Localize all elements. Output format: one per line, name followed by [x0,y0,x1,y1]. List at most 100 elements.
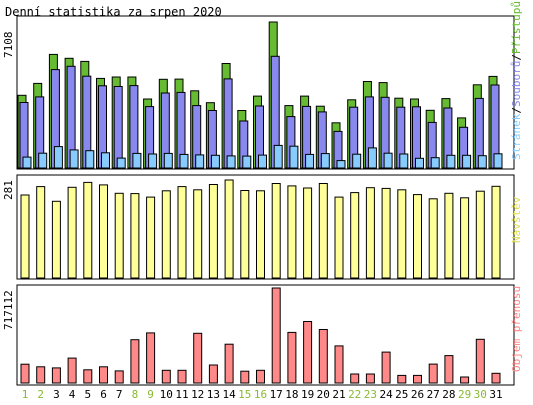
visits-bar-day-31 [491,185,501,279]
kbytes-bar-day-17 [271,287,281,384]
kbytes-bar-day-27 [428,363,438,384]
kbytes-bar-day-16 [256,369,265,384]
kbytes-bar-day-23 [365,373,375,384]
visits-bar-day-20 [318,183,328,279]
chart-title: Denní statistika za srpen 2020 [5,5,222,19]
visits-bar-day-15 [240,190,250,279]
pages-bar-day-25 [399,153,409,169]
files-bar-day-7 [113,86,123,169]
x-tick-label-day-4: 4 [69,388,76,401]
pages-bar-day-24 [383,152,393,169]
bottom-panel-frame [16,284,515,386]
kbytes-bar-day-6 [99,366,108,384]
visits-bar-day-13 [208,184,218,279]
top-panel-max-label: 7108 [2,32,15,59]
visits-bar-day-25 [397,189,407,279]
x-axis-labels: 1 2 3 4 5 6 7 8 9 10 11 12 13 14 15 16 17 18 19 20 21 22 23 24 2… [22,388,503,401]
pages-bar-day-1 [22,156,32,169]
bottom-panel-bars [20,287,501,384]
pages-bar-day-29 [462,154,472,169]
x-tick-label-day-15: 15 [238,388,251,401]
pages-bar-day-15 [242,155,252,169]
x-tick-label-day-25: 25 [395,388,408,401]
visits-bar-day-14 [224,179,234,279]
kbytes-bar-day-14 [224,343,234,384]
middle-panel: 281 Návštěv [2,174,523,280]
pages-bar-day-10 [163,152,173,169]
x-tick-label-day-3: 3 [53,388,60,401]
kbytes-bar-day-4 [67,357,77,384]
x-tick-label-day-30: 30 [474,388,487,401]
x-tick-label-day-24: 24 [379,388,393,401]
kbytes-bar-day-22 [350,373,360,384]
pages-bar-day-7 [116,157,126,169]
pages-bar-day-12 [195,154,205,169]
visits-bar-day-5 [83,181,93,279]
pages-bar-day-22 [352,153,362,169]
bottom-panel-legend: Objem přenosu [510,286,523,372]
kbytes-bar-day-29 [460,376,470,384]
middle-panel-max-label: 281 [2,180,15,200]
visits-bar-day-3 [51,200,61,279]
pages-bar-day-13 [210,154,220,169]
pages-bar-day-23 [367,147,377,169]
kbytes-bar-day-3 [51,367,61,384]
visits-bar-day-6 [99,184,108,279]
pages-bar-day-26 [415,157,424,169]
visits-bar-day-4 [67,186,77,279]
x-tick-label-day-10: 10 [160,388,173,401]
middle-panel-legend: Návštěv [510,196,523,243]
kbytes-bar-day-20 [318,329,328,384]
kbytes-bar-day-31 [491,372,501,384]
legend-hits: Přístupů [510,1,523,54]
kbytes-bar-day-1 [20,363,30,384]
x-tick-label-day-26: 26 [411,388,424,401]
x-tick-label-day-29: 29 [458,388,471,401]
kbytes-bar-day-24 [381,351,391,384]
x-tick-label-day-27: 27 [427,388,440,401]
pages-bar-day-19 [305,153,315,169]
x-tick-label-day-20: 20 [317,388,330,401]
x-tick-label-day-14: 14 [222,388,236,401]
kbytes-bar-day-15 [240,370,250,384]
legend-files: Souborů [510,61,523,107]
kbytes-bar-day-10 [161,369,171,384]
x-tick-label-day-17: 17 [270,388,283,401]
files-bar-day-14 [223,78,233,169]
visits-bar-day-9 [146,196,156,279]
pages-bar-day-4 [69,149,79,169]
legend-separator-1: / [510,107,523,114]
top-panel-bars [17,21,503,169]
x-tick-label-day-19: 19 [301,388,314,401]
top-panel-legend: Stránek/Souborů/Přístupů [510,1,523,160]
bottom-panel-max-label: 717112 [2,290,15,330]
pages-bar-day-16 [258,154,267,169]
visits-bar-day-21 [334,196,344,279]
pages-bar-day-28 [446,154,456,169]
legend-separator-2: / [510,54,523,61]
x-tick-label-day-6: 6 [100,388,107,401]
x-tick-label-day-1: 1 [22,388,29,401]
x-tick-label-day-22: 22 [348,388,361,401]
kbytes-bar-day-28 [444,355,454,384]
x-tick-label-day-8: 8 [132,388,139,401]
visits-bar-day-8 [130,193,140,279]
x-tick-label-day-7: 7 [116,388,123,401]
bottom-panel: 717112 Objem přenosu [2,284,523,386]
legend-pages: Stránek [510,113,523,160]
x-tick-label-day-23: 23 [364,388,377,401]
visits-bar-day-23 [365,187,375,279]
x-tick-label-day-28: 28 [442,388,455,401]
kbytes-bar-day-19 [303,321,313,384]
kbytes-bar-day-26 [413,374,422,384]
visits-bar-day-7 [114,192,124,279]
x-tick-label-day-18: 18 [285,388,298,401]
pages-bar-day-9 [148,153,158,169]
kbytes-bar-day-30 [475,338,485,384]
visits-bar-day-19 [303,187,313,279]
middle-panel-bars [20,179,501,279]
kbytes-bar-day-7 [114,370,124,384]
pages-bar-day-21 [336,160,346,169]
pages-bar-day-8 [132,152,142,169]
pages-bar-day-5 [85,150,95,169]
